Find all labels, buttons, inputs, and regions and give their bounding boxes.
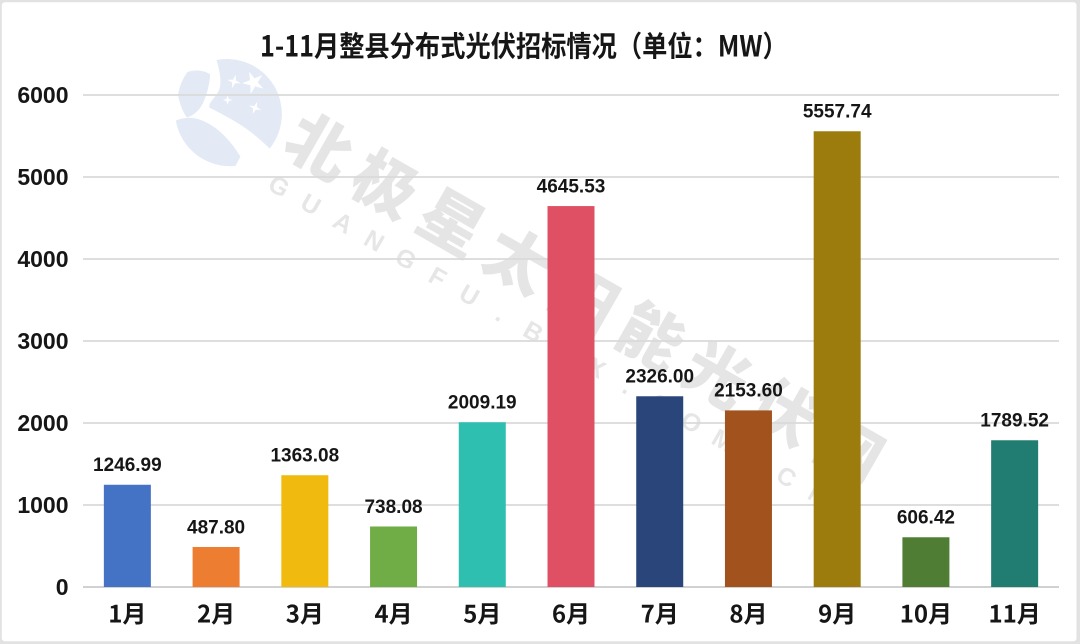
- svg-text:2000: 2000: [17, 410, 68, 436]
- svg-text:1363.08: 1363.08: [270, 446, 339, 467]
- svg-text:2153.60: 2153.60: [714, 381, 783, 402]
- svg-text:1246.99: 1246.99: [93, 455, 162, 476]
- svg-text:2009.19: 2009.19: [448, 393, 517, 414]
- svg-text:6000: 6000: [17, 82, 68, 108]
- svg-text:5557.74: 5557.74: [803, 102, 872, 123]
- svg-text:0: 0: [56, 574, 69, 600]
- svg-text:487.80: 487.80: [187, 517, 245, 538]
- svg-text:1789.52: 1789.52: [980, 411, 1049, 432]
- svg-text:738.08: 738.08: [364, 497, 422, 518]
- svg-text:606.42: 606.42: [897, 508, 955, 529]
- svg-text:3000: 3000: [17, 328, 68, 354]
- svg-text:2326.00: 2326.00: [625, 367, 694, 388]
- svg-text:4645.53: 4645.53: [537, 176, 606, 197]
- svg-text:1000: 1000: [17, 492, 68, 518]
- svg-text:5000: 5000: [17, 164, 68, 190]
- svg-text:4000: 4000: [17, 246, 68, 272]
